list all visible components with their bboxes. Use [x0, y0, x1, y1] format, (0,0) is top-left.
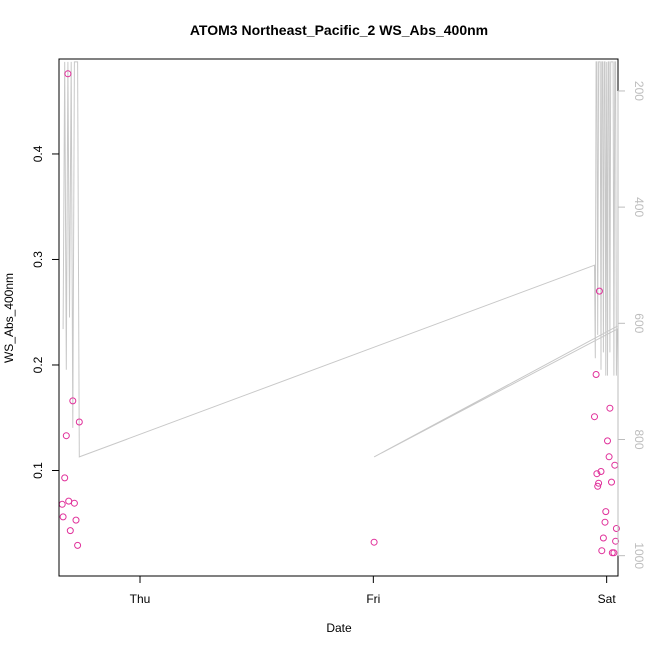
y2-tick-label: 1000	[632, 542, 646, 569]
data-point	[605, 453, 613, 461]
data-point	[606, 404, 614, 412]
x-tick-label: Fri	[366, 592, 380, 606]
data-point	[75, 418, 83, 426]
data-points-layer	[58, 70, 620, 557]
data-point	[599, 534, 607, 542]
chart-title: ATOM3 Northeast_Pacific_2 WS_Abs_400nm	[190, 22, 488, 38]
y-tick-label: 0.4	[31, 145, 45, 162]
y-tick-label: 0.3	[31, 251, 45, 268]
y2-tick-label: 400	[632, 197, 646, 217]
data-point	[612, 537, 620, 545]
y-axis-left: 0.1 0.2 0.3 0.4	[31, 145, 60, 479]
x-tick-label: Thu	[130, 592, 151, 606]
data-point	[66, 527, 74, 535]
plot-frame	[58, 58, 619, 577]
data-point	[64, 70, 72, 78]
data-point	[70, 499, 78, 507]
data-point	[611, 461, 619, 469]
data-point	[591, 413, 598, 421]
data-point	[69, 397, 77, 405]
altitude-line	[62, 61, 618, 458]
data-point	[597, 468, 605, 475]
data-point	[604, 437, 611, 445]
y2-tick-label: 200	[632, 81, 646, 101]
x-axis-label: Date	[326, 621, 352, 635]
data-point	[59, 513, 67, 521]
data-point	[592, 371, 600, 378]
data-point	[72, 516, 80, 524]
y2-tick-label: 800	[632, 429, 646, 449]
data-point	[62, 432, 70, 440]
data-point	[598, 547, 606, 555]
data-point	[608, 478, 615, 486]
x-tick-label: Sat	[598, 592, 617, 606]
data-point	[594, 482, 602, 490]
data-point	[593, 470, 601, 478]
data-point	[61, 474, 69, 482]
data-point	[612, 525, 620, 532]
y-tick-label: 0.1	[31, 462, 45, 479]
data-point	[58, 500, 66, 508]
y-axis-label: WS_Abs_400nm	[2, 273, 16, 363]
altitude-line-layer	[62, 61, 618, 458]
data-point	[370, 538, 378, 546]
data-point	[74, 541, 82, 549]
y-axis-right: 200 400 600 800 1000	[617, 81, 646, 569]
y-tick-label: 0.2	[31, 356, 45, 373]
data-point	[610, 549, 618, 557]
x-axis: Thu Fri Sat	[130, 575, 617, 606]
data-point	[595, 479, 603, 487]
data-point	[65, 497, 73, 505]
data-point	[601, 518, 609, 526]
y2-tick-label: 600	[632, 313, 646, 333]
data-point	[595, 287, 603, 295]
data-point	[602, 508, 610, 516]
